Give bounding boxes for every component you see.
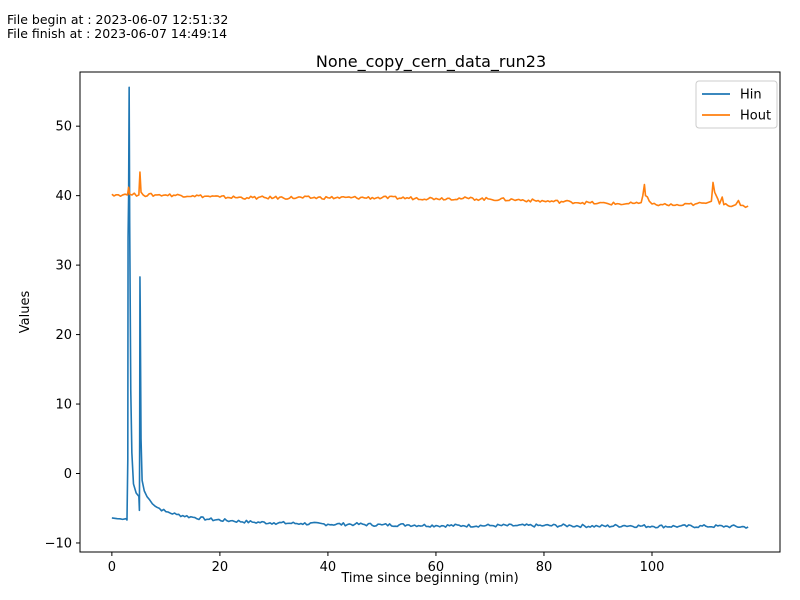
y-tick-label: 20 [55,328,72,343]
y-tick-label: −10 [45,536,72,551]
x-tick-label: 100 [640,560,665,575]
plot-frame [79,71,781,553]
legend-label-hin: Hin [740,88,762,103]
file-begin-line: File begin at : 2023-06-07 12:51:32 [7,13,228,27]
series-layer [111,86,749,529]
file-finish-line: File finish at : 2023-06-07 14:49:14 [7,27,227,41]
x-axis-label: Time since beginning (min) [340,571,518,586]
x-tick-label: 20 [212,560,229,575]
y-tick-label: 10 [55,398,72,413]
y-axis-ticks: −10 0 10 20 30 40 50 [45,120,80,551]
file-finish-label: File finish at : [7,26,95,41]
legend-box [695,80,778,129]
file-begin-label: File begin at : [7,12,96,27]
y-tick-label: 30 [55,259,72,274]
chart-title: None_copy_cern_data_run23 [316,52,546,72]
y-tick-label: 50 [55,120,72,135]
y-tick-label: 40 [55,189,72,204]
file-begin-time: 2023-06-07 12:51:32 [95,12,229,27]
y-axis-label: Values [18,291,33,334]
series-line-hout [111,171,749,209]
y-tick-label: 0 [64,467,72,482]
x-tick-label: 0 [108,560,116,575]
legend-label-hout: Hout [740,109,771,124]
x-tick-label: 80 [536,560,553,575]
legend: Hin Hout [695,80,778,129]
series-line-hin [111,86,749,529]
x-tick-label: 60 [428,560,445,575]
file-finish-time: 2023-06-07 14:49:14 [94,26,228,41]
x-axis-ticks: 0 20 40 60 80 100 [108,552,665,575]
x-tick-label: 40 [320,560,337,575]
